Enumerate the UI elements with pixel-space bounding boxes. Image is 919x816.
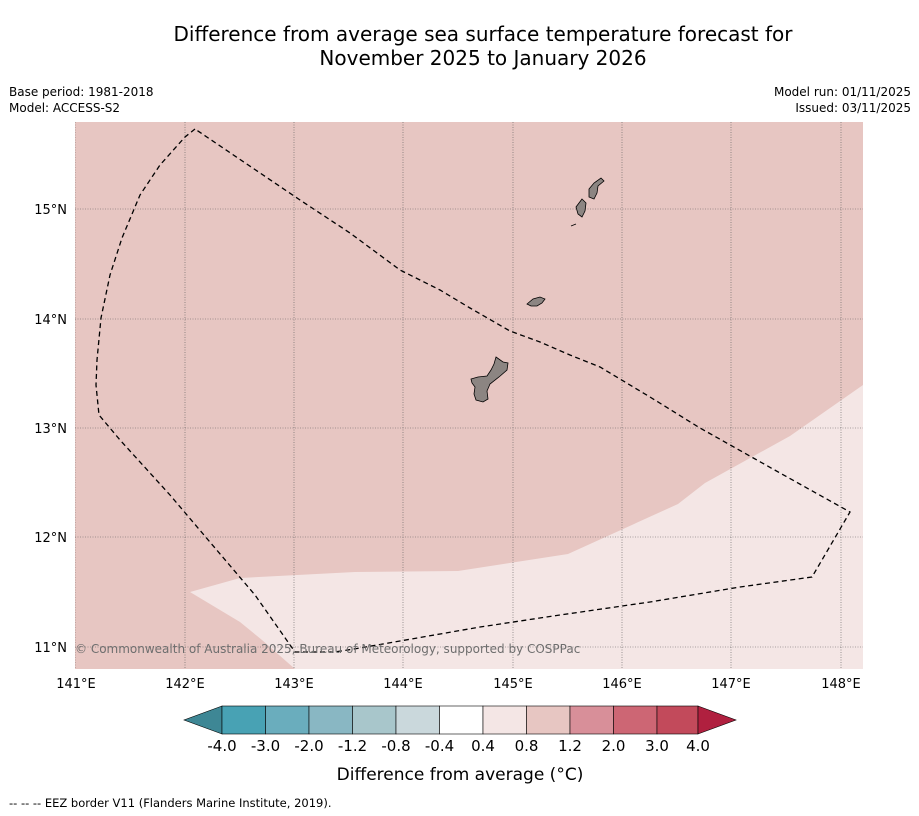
colorbar-title-end: )	[577, 765, 584, 785]
lat-tick-13n: 13°N	[34, 422, 67, 437]
colorbar-labels: -4.0 -3.0 -2.0 -1.2 -0.8 -0.4 0.4 0.8 1.…	[207, 737, 710, 755]
colorbar	[183, 705, 737, 735]
colorbar-bin-7	[482, 705, 527, 735]
colorbar-title: Difference from average (°C)	[337, 765, 584, 785]
title-line-2: November 2025 to January 2026	[319, 46, 647, 70]
colorbar-bin-6	[439, 705, 484, 735]
copyright-text: © Commonwealth of Australia 2025, Bureau…	[75, 642, 580, 656]
map-area	[75, 122, 863, 669]
lon-tick-147e: 147°E	[711, 677, 751, 692]
guam-island	[470, 356, 509, 403]
title-line-1: Difference from average sea surface temp…	[173, 22, 793, 46]
colorbar-bin-9	[569, 705, 614, 735]
lon-tick-148e: 148°E	[821, 677, 861, 692]
colorbar-label: 1.2	[558, 737, 582, 755]
meta-left: Base period: 1981-2018 Model: ACCESS-S2	[9, 84, 154, 116]
lat-tick-15n: 15°N	[34, 203, 67, 218]
colorbar-bin-5	[395, 705, 440, 735]
colorbar-label: 4.0	[686, 737, 710, 755]
colorbar-bin-10	[613, 705, 658, 735]
colorbar-unit: °C	[556, 765, 576, 785]
meta-right: Model run: 01/11/2025 Issued: 03/11/2025	[774, 84, 911, 116]
colorbar-bin-1	[221, 705, 266, 735]
colorbar-label: 2.0	[602, 737, 626, 755]
graticule	[75, 122, 863, 669]
rota-island	[526, 296, 546, 307]
lon-tick-146e: 146°E	[602, 677, 642, 692]
base-period-text: Base period: 1981-2018	[9, 85, 154, 99]
anomaly-region-0-4-0-8	[190, 385, 863, 669]
aguijan-island	[570, 223, 577, 227]
lat-ticks: 15°N 14°N 13°N 12°N 11°N	[34, 203, 67, 656]
lon-tick-143e: 143°E	[274, 677, 314, 692]
map-title: Difference from average sea surface temp…	[0, 22, 919, 70]
colorbar-label: -2.0	[294, 737, 323, 755]
saipan-island	[588, 177, 605, 200]
colorbar-label: -0.8	[381, 737, 410, 755]
lon-tick-142e: 142°E	[165, 677, 205, 692]
model-text: Model: ACCESS-S2	[9, 101, 121, 115]
lat-tick-11n: 11°N	[34, 641, 67, 656]
colorbar-bin-8	[526, 705, 571, 735]
colorbar-label: -3.0	[251, 737, 280, 755]
lon-tick-144e: 144°E	[383, 677, 423, 692]
lon-tick-141e: 141°E	[56, 677, 96, 692]
colorbar-label: -4.0	[207, 737, 236, 755]
model-run-text: Model run: 01/11/2025	[773, 85, 911, 99]
lat-tick-12n: 12°N	[34, 531, 67, 546]
tinian-island	[575, 198, 587, 218]
colorbar-label: -0.4	[425, 737, 454, 755]
colorbar-over-arrow	[697, 705, 737, 735]
colorbar-bin-4	[352, 705, 397, 735]
colorbar-bin-2	[265, 705, 310, 735]
colorbar-label: 3.0	[645, 737, 669, 755]
eez-border	[95, 128, 851, 653]
colorbar-under-arrow	[183, 705, 223, 735]
colorbar-label: 0.8	[515, 737, 539, 755]
lat-tick-14n: 14°N	[34, 313, 67, 328]
lon-tick-145e: 145°E	[493, 677, 533, 692]
eez-legend-note: -- -- -- EEZ border V11 (Flanders Marine…	[9, 796, 332, 810]
lon-ticks: 141°E 142°E 143°E 144°E 145°E 146°E 147°…	[56, 677, 861, 692]
colorbar-bin-11	[656, 705, 699, 735]
colorbar-label: -1.2	[338, 737, 367, 755]
colorbar-title-text: Difference from average (	[337, 765, 557, 785]
colorbar-label: 0.4	[471, 737, 495, 755]
issued-text: Issued: 03/11/2025	[795, 101, 911, 115]
islands	[470, 177, 605, 403]
colorbar-bin-3	[308, 705, 353, 735]
